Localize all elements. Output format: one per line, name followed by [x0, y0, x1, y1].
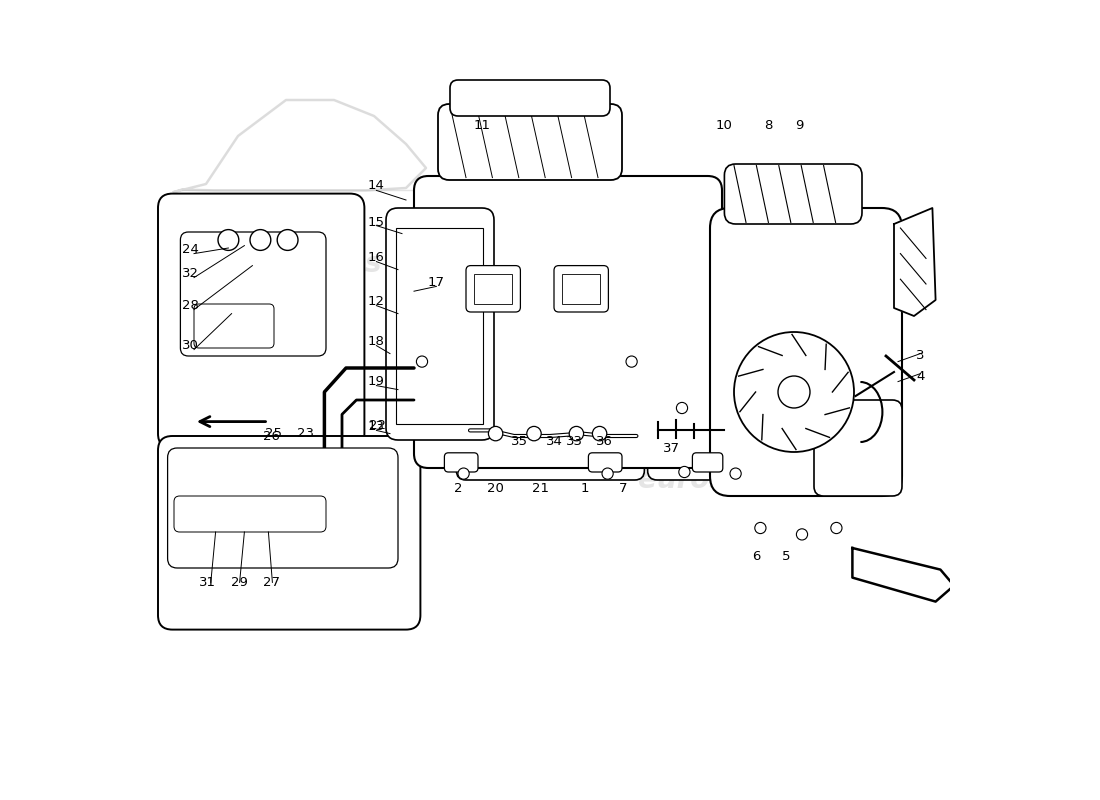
- Text: 19: 19: [368, 375, 385, 388]
- Text: 32: 32: [182, 267, 198, 280]
- FancyBboxPatch shape: [194, 304, 274, 348]
- FancyBboxPatch shape: [180, 232, 326, 356]
- Text: 35: 35: [512, 435, 528, 448]
- Text: eurospares: eurospares: [638, 466, 814, 494]
- Text: 33: 33: [565, 435, 583, 448]
- FancyBboxPatch shape: [554, 266, 608, 312]
- Bar: [396, 228, 483, 424]
- Circle shape: [626, 356, 637, 367]
- Text: 5: 5: [782, 550, 790, 562]
- FancyBboxPatch shape: [710, 208, 902, 496]
- Polygon shape: [852, 548, 954, 602]
- FancyBboxPatch shape: [386, 208, 494, 440]
- Text: 11: 11: [473, 119, 491, 132]
- Text: 23: 23: [297, 427, 315, 440]
- Text: 1: 1: [580, 482, 588, 494]
- FancyBboxPatch shape: [174, 496, 326, 532]
- Text: 3: 3: [916, 350, 925, 362]
- FancyBboxPatch shape: [648, 396, 740, 480]
- Text: 12: 12: [367, 295, 385, 308]
- FancyBboxPatch shape: [444, 453, 478, 472]
- Bar: [474, 274, 513, 304]
- Text: 17: 17: [428, 276, 444, 289]
- Text: 8: 8: [764, 119, 772, 132]
- Text: 34: 34: [546, 435, 562, 448]
- Polygon shape: [894, 208, 936, 316]
- Circle shape: [488, 426, 503, 441]
- Circle shape: [417, 356, 428, 367]
- Bar: [562, 274, 601, 304]
- Text: 7: 7: [618, 482, 627, 494]
- Circle shape: [527, 426, 541, 441]
- Circle shape: [569, 426, 584, 441]
- Circle shape: [755, 522, 766, 534]
- Circle shape: [796, 529, 807, 540]
- Circle shape: [676, 402, 688, 414]
- Text: 22: 22: [370, 419, 386, 432]
- Circle shape: [602, 468, 613, 479]
- Text: 28: 28: [182, 299, 198, 312]
- FancyBboxPatch shape: [438, 104, 622, 180]
- Text: 37: 37: [663, 442, 680, 454]
- Text: 14: 14: [368, 179, 385, 192]
- Circle shape: [730, 468, 741, 479]
- FancyBboxPatch shape: [167, 448, 398, 568]
- Circle shape: [218, 230, 239, 250]
- FancyBboxPatch shape: [692, 453, 723, 472]
- FancyBboxPatch shape: [414, 176, 722, 468]
- Text: 9: 9: [795, 119, 804, 132]
- FancyBboxPatch shape: [456, 396, 645, 480]
- Text: 15: 15: [367, 216, 385, 229]
- Circle shape: [679, 466, 690, 478]
- Text: 18: 18: [368, 335, 385, 348]
- Text: 29: 29: [231, 576, 248, 589]
- FancyBboxPatch shape: [158, 436, 420, 630]
- Text: 4: 4: [916, 370, 925, 382]
- Text: 31: 31: [199, 576, 216, 589]
- Text: 20: 20: [487, 482, 504, 494]
- FancyBboxPatch shape: [725, 164, 862, 224]
- Circle shape: [734, 332, 854, 452]
- FancyBboxPatch shape: [588, 453, 621, 472]
- Circle shape: [593, 426, 607, 441]
- Text: eurospares: eurospares: [478, 250, 653, 278]
- Text: 2: 2: [453, 482, 462, 494]
- Circle shape: [250, 230, 271, 250]
- Circle shape: [778, 376, 810, 408]
- Circle shape: [830, 522, 842, 534]
- Text: 26: 26: [263, 430, 280, 442]
- FancyBboxPatch shape: [814, 400, 902, 496]
- Text: 25: 25: [265, 427, 283, 440]
- Text: 24: 24: [182, 243, 198, 256]
- FancyBboxPatch shape: [466, 266, 520, 312]
- Text: 30: 30: [182, 339, 198, 352]
- Text: 36: 36: [596, 435, 613, 448]
- Text: 16: 16: [368, 251, 385, 264]
- Text: 6: 6: [752, 550, 760, 562]
- Text: 13: 13: [367, 420, 385, 433]
- Text: 10: 10: [716, 119, 733, 132]
- Circle shape: [458, 468, 470, 479]
- Text: 27: 27: [263, 576, 280, 589]
- Text: 21: 21: [532, 482, 549, 494]
- Text: eurospares: eurospares: [207, 250, 382, 278]
- Circle shape: [277, 230, 298, 250]
- FancyBboxPatch shape: [450, 80, 610, 116]
- FancyBboxPatch shape: [158, 194, 364, 448]
